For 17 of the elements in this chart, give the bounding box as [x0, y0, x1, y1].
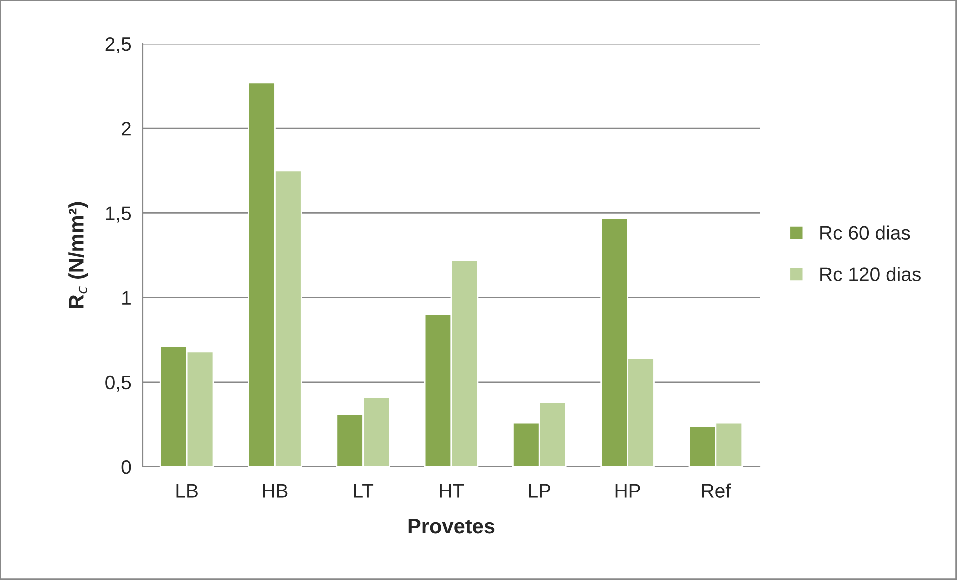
y-tick-label: 1 — [122, 291, 131, 305]
x-axis-title: Provetes — [408, 519, 495, 534]
y-tick-label: 0,5 — [106, 376, 132, 392]
x-tick-label: HT — [440, 484, 464, 498]
y-tick-label: 0 — [122, 460, 132, 474]
x-tick-label: LP — [529, 484, 551, 498]
y-tick-label: 1,5 — [106, 206, 132, 223]
y-tick-label: 2,5 — [106, 37, 132, 54]
x-tick-label: HB — [263, 484, 288, 498]
legend-label: Rc 120 dias — [820, 267, 921, 282]
legend-label: Rc 60 dias — [820, 226, 910, 240]
x-tick-label: LB — [176, 484, 198, 498]
x-tick-label: Ref — [702, 484, 732, 498]
x-tick-label: LT — [354, 484, 374, 498]
y-tick-label: 2 — [122, 122, 131, 136]
y-axis-title: R$_{c}$ (N/mm²) — [68, 202, 88, 308]
x-tick-label: HP — [616, 484, 640, 498]
